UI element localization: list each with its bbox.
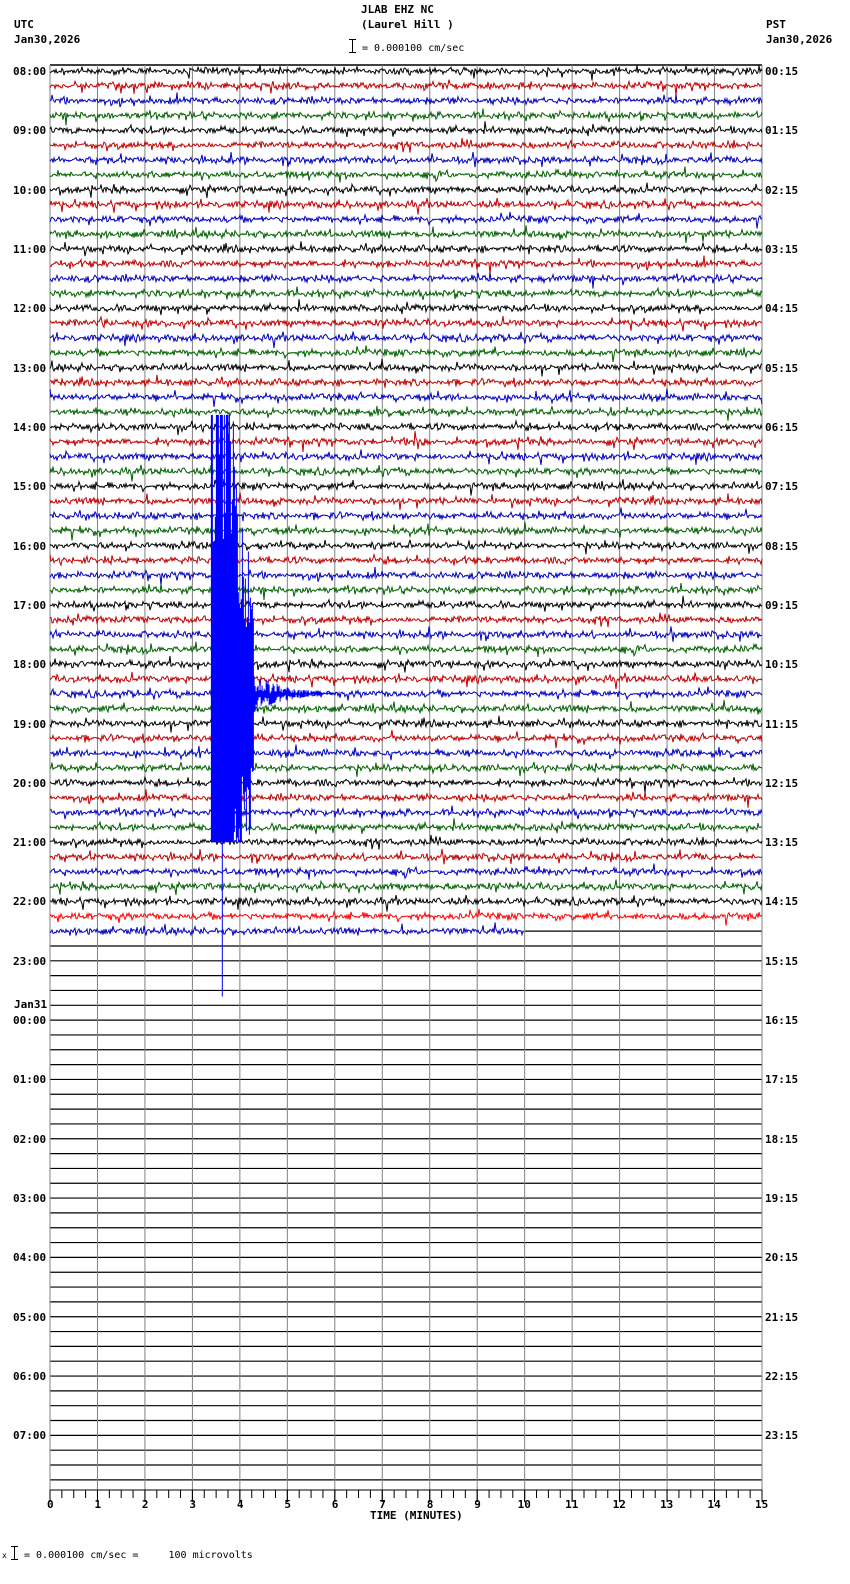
pst-hour-label: 15:15 [765,954,799,968]
utc-hour-label: 19:00 [13,717,47,731]
utc-hour-label: 00:00 [13,1014,47,1028]
x-tick-label: 5 [284,1498,291,1511]
pst-hour-label: 08:15 [765,539,799,553]
station-title: JLAB EHZ NC [361,3,434,16]
scale-bar-icon [349,39,356,53]
utc-hour-label: 01:00 [13,1073,47,1087]
utc-hour-label: 07:00 [13,1429,47,1443]
utc-hour-label: 09:00 [13,124,47,138]
utc-hour-label: 18:00 [13,658,47,672]
date-change-label: Jan31 [14,998,48,1012]
pst-hour-label: 16:15 [765,1014,799,1028]
utc-hour-label: 15:00 [13,480,47,494]
x-tick-label: 14 [707,1498,721,1511]
pst-hour-label: 19:15 [765,1192,799,1206]
pst-hour-label: 12:15 [765,776,799,790]
utc-hour-label: 11:00 [13,242,47,256]
station-location: (Laurel Hill ) [361,18,454,31]
footer-prefix: x [2,1551,7,1560]
utc-hour-label: 14:00 [13,420,47,434]
utc-hour-label: 20:00 [13,776,47,790]
utc-hour-label: 06:00 [13,1370,47,1384]
x-tick-label: 9 [474,1498,481,1511]
x-tick-label: 15 [755,1498,769,1511]
utc-hour-label: 10:00 [13,183,47,197]
pst-hour-label: 09:15 [765,598,799,612]
utc-hour-label: 13:00 [13,361,47,375]
pst-hour-label: 20:15 [765,1251,799,1265]
x-tick-label: 8 [426,1498,434,1511]
pst-hour-label: 22:15 [765,1370,799,1384]
utc-hour-label: 04:00 [13,1251,47,1265]
pst-hour-label: 05:15 [765,361,799,375]
pst-hour-label: 10:15 [765,658,799,672]
x-tick-label: 2 [141,1498,149,1511]
pst-hour-label: 07:15 [765,480,799,494]
pst-hour-label: 03:15 [765,242,799,256]
pst-hour-label: 02:15 [765,183,799,197]
utc-hour-label: 16:00 [13,539,47,553]
pst-hour-label: 14:15 [765,895,799,909]
footer-scale-bar-icon [11,1546,18,1560]
utc-hour-label: 02:00 [13,1132,47,1146]
x-tick-label: 0 [47,1498,54,1511]
x-tick-label: 11 [565,1498,579,1511]
x-tick-label: 6 [331,1498,339,1511]
utc-hour-label: 12:00 [13,302,47,316]
right-date: Jan30,2026 [766,33,833,46]
x-axis-label: TIME (MINUTES) [370,1509,463,1522]
pst-hour-label: 17:15 [765,1073,799,1087]
x-tick-label: 4 [236,1498,244,1511]
left-timezone: UTC [14,18,34,31]
x-tick-label: 7 [379,1498,386,1511]
pst-hour-label: 06:15 [765,420,799,434]
pst-hour-label: 00:15 [765,65,799,78]
right-timezone: PST [766,18,786,31]
footer-scale-text: = 0.000100 cm/sec = 100 microvolts [24,1550,253,1561]
utc-hour-label: 08:00 [13,65,47,78]
utc-hour-label: 03:00 [13,1192,47,1206]
pst-hour-label: 23:15 [765,1429,799,1443]
utc-hour-label: 17:00 [13,598,47,612]
pst-hour-label: 01:15 [765,124,799,138]
utc-hour-label: 22:00 [13,895,47,909]
pst-hour-label: 21:15 [765,1310,799,1324]
pst-hour-label: 13:15 [765,836,799,850]
x-tick-label: 13 [660,1498,674,1511]
utc-hour-label: 23:00 [13,954,47,968]
utc-hour-label: 05:00 [13,1310,47,1324]
x-tick-label: 1 [94,1498,102,1511]
pst-hour-label: 18:15 [765,1132,799,1146]
utc-hour-label: 21:00 [13,836,47,850]
x-tick-label: 12 [612,1498,626,1511]
x-tick-label: 10 [517,1498,531,1511]
x-tick-label: 3 [189,1498,197,1511]
pst-hour-label: 11:15 [765,717,799,731]
scale-text: = 0.000100 cm/sec [362,43,465,54]
pst-hour-label: 04:15 [765,302,799,316]
left-date: Jan30,2026 [14,33,81,46]
